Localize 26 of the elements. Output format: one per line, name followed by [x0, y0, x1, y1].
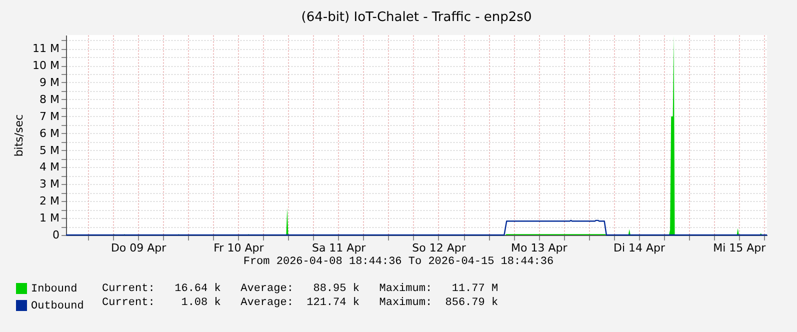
legend-label: Inbound	[31, 284, 78, 296]
x-tick-label: So 12 Apr	[412, 242, 466, 254]
x-tick-label: Do 09 Apr	[110, 242, 167, 254]
y-tick-label: 0	[52, 228, 60, 242]
y-tick-label: 4 M	[40, 160, 60, 174]
y-tick-label: 1 M	[40, 212, 60, 225]
y-tick-label: 5 M	[40, 144, 60, 157]
y-tick-label: 2 M	[40, 194, 60, 208]
y-tick-label: 9 M	[40, 76, 60, 89]
y-tick-label: 8 M	[40, 92, 60, 106]
text: Current: 1.08 k Average: 121.74 k Maximum: 856.79 k	[102, 297, 498, 310]
y-tick-label: 3 M	[40, 178, 60, 191]
x-tick-label: Mi 15 Apr	[713, 242, 766, 254]
y-tick-label: 10 M	[32, 59, 60, 72]
x-tick-label: Di 14 Apr	[613, 242, 666, 254]
legend-label: Outbound	[31, 300, 84, 312]
text: From 2026-04-08 18:44:36 To 2026-04-15 18:44:36	[242, 256, 555, 269]
y-tick-label: 6 M	[40, 126, 60, 140]
y-tick-label: 7 M	[40, 110, 60, 123]
x-tick-label: Sa 11 Apr	[312, 242, 366, 254]
x-tick-label: Mo 13 Apr	[510, 242, 568, 254]
y-axis-title: bits/sec	[12, 114, 26, 157]
y-tick-label: 11 M	[32, 42, 60, 56]
text: Current: 16.64 k Average: 88.95 k Maximum: 11.77 M	[102, 283, 498, 296]
x-tick-label: Fr 10 Apr	[214, 242, 264, 254]
chart-title: (64-bit) IoT-Chalet - Traffic - enp2s0	[301, 10, 532, 26]
